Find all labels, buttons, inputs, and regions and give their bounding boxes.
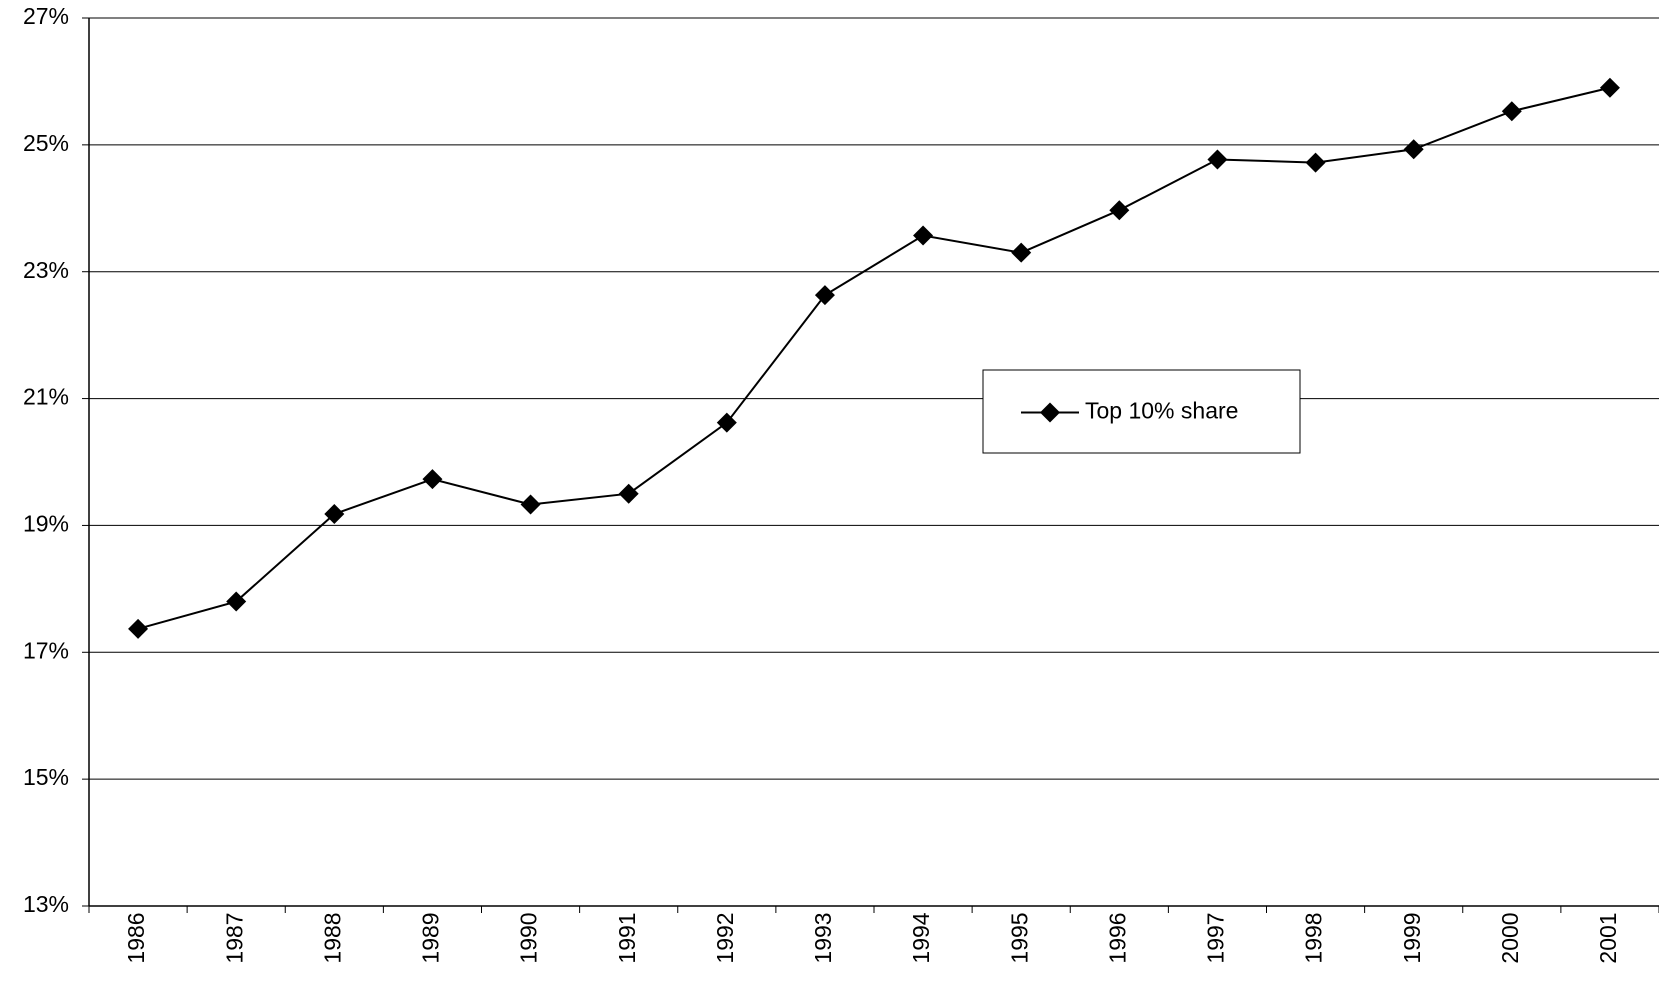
x-tick-label: 1995 [1006, 912, 1032, 963]
x-tick-label: 1989 [418, 912, 444, 963]
y-tick-label: 23% [23, 257, 69, 283]
x-tick-label: 1993 [810, 912, 836, 963]
y-tick-label: 19% [23, 511, 69, 537]
y-tick-label: 21% [23, 384, 69, 410]
data-marker [1011, 242, 1032, 263]
data-marker [618, 483, 639, 504]
series-line [137, 86, 1611, 630]
x-tick-label: 1991 [614, 912, 640, 963]
data-marker [1305, 152, 1326, 173]
y-tick-label: 15% [23, 764, 69, 790]
legend-label: Top 10% share [1085, 398, 1238, 424]
y-tick-label: 17% [23, 637, 69, 663]
data-marker [1109, 200, 1130, 221]
y-tick-label: 27% [23, 3, 69, 29]
x-tick-label: 1996 [1104, 912, 1130, 963]
x-tick-label: 1997 [1203, 912, 1229, 963]
data-marker [1403, 139, 1424, 160]
data-marker [324, 504, 345, 525]
x-tick-label: 1994 [908, 912, 934, 963]
data-marker [520, 494, 541, 515]
x-tick-label: 2000 [1497, 912, 1523, 963]
data-marker [716, 412, 737, 433]
x-tick-label: 1988 [319, 912, 345, 963]
data-marker [1599, 77, 1620, 98]
y-tick-label: 25% [23, 130, 69, 156]
x-tick-label: 1986 [123, 912, 149, 963]
x-tick-label: 1987 [221, 912, 247, 963]
data-marker [814, 285, 835, 306]
x-tick-label: 1999 [1399, 912, 1425, 963]
x-tick-label: 1998 [1301, 912, 1327, 963]
data-marker [422, 469, 443, 490]
data-marker [128, 618, 149, 639]
x-tick-label: 2001 [1595, 912, 1621, 963]
legend-marker [1040, 402, 1060, 423]
data-marker [1207, 149, 1228, 170]
data-marker [913, 225, 934, 246]
x-tick-label: 1990 [516, 912, 542, 963]
y-tick-label: 13% [23, 891, 69, 917]
data-marker [1501, 101, 1522, 122]
data-marker [226, 591, 247, 612]
x-tick-label: 1992 [712, 912, 738, 963]
